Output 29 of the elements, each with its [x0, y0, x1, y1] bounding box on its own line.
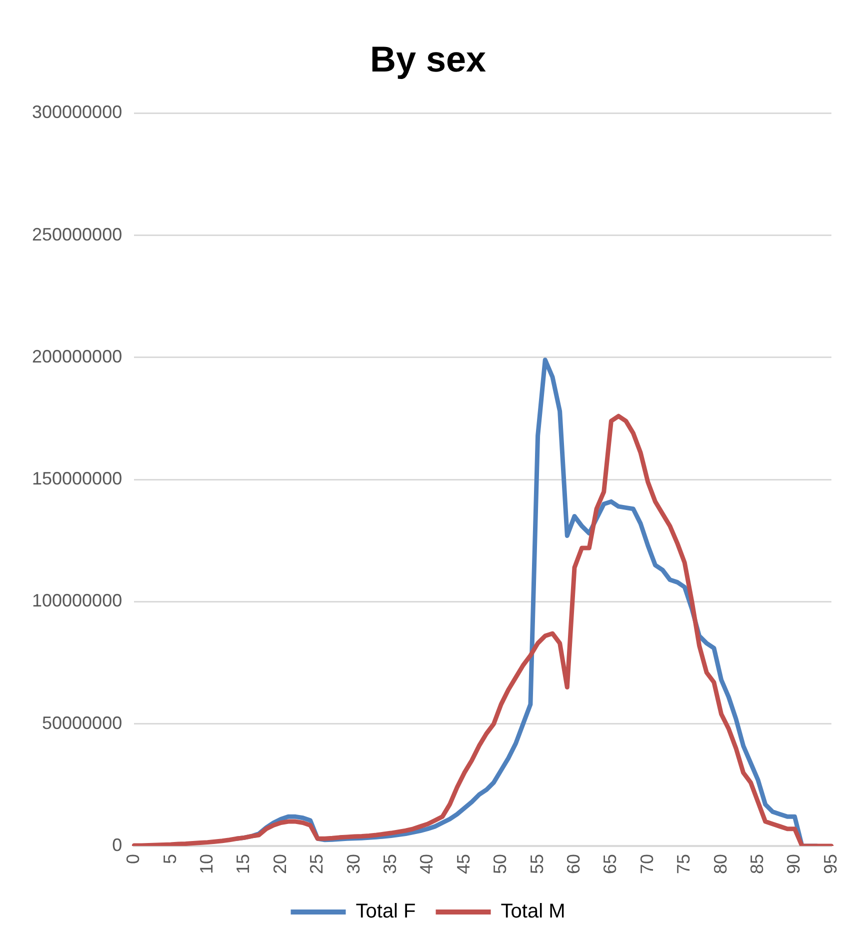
x-tick-label: 20: [270, 854, 290, 874]
legend-label: Total M: [500, 900, 566, 923]
x-tick-label: 55: [526, 854, 547, 874]
x-tick-label: 80: [710, 854, 730, 874]
y-tick-label: 200000000: [32, 346, 122, 366]
y-tick-label: 150000000: [32, 468, 122, 489]
x-tick-label: 40: [416, 854, 437, 874]
x-tick-label: 0: [123, 854, 144, 864]
x-tick-label: 95: [820, 854, 840, 874]
x-tick-label: 50: [490, 854, 510, 874]
x-tick-label: 85: [746, 854, 767, 874]
x-tick-label: 65: [600, 854, 620, 874]
y-tick-label: 100000000: [32, 590, 122, 611]
x-tick-label: 5: [160, 854, 180, 864]
x-tick-label: 15: [233, 854, 254, 874]
x-tick-label: 30: [343, 854, 364, 874]
x-tick-label: 25: [306, 854, 327, 874]
chart-title: By sex: [370, 38, 486, 80]
x-tick-label: 45: [453, 854, 474, 874]
x-tick-label: 60: [563, 854, 584, 874]
y-tick-label: 250000000: [32, 224, 122, 244]
legend-label: Total F: [356, 900, 416, 923]
x-tick-label: 70: [636, 854, 657, 874]
x-tick-label: 90: [784, 854, 804, 874]
y-tick-label: 300000000: [32, 102, 122, 122]
x-tick-label: 35: [380, 854, 400, 874]
x-tick-label: 10: [196, 854, 216, 874]
y-tick-label: 50000000: [42, 712, 122, 733]
x-tick-label: 75: [674, 854, 694, 874]
